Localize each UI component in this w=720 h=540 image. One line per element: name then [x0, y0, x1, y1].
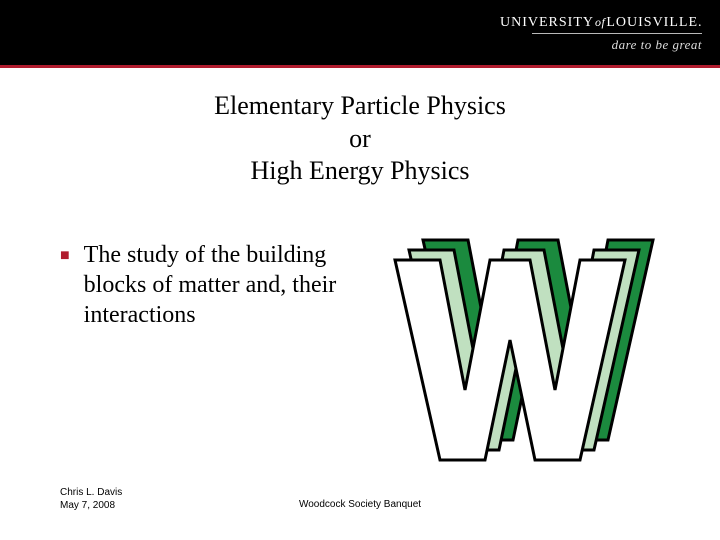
university-suffix: LOUISVILLE: [606, 15, 698, 30]
university-of: of: [595, 15, 605, 29]
graphic-column: [360, 230, 690, 480]
bullet-item: ■ The study of the building blocks of ma…: [60, 240, 360, 330]
bullet-text: The study of the building blocks of matt…: [84, 240, 360, 330]
w-logo-icon: [385, 230, 665, 480]
university-underline: [532, 33, 702, 34]
university-block: UNIVERSITYofLOUISVILLE. dare to be great: [500, 15, 702, 53]
footer-event: Woodcock Society Banquet: [0, 499, 720, 510]
university-prefix: UNIVERSITY: [500, 15, 594, 30]
footer-author: Chris L. Davis: [60, 486, 122, 499]
slide-title: Elementary Particle Physics or High Ener…: [0, 90, 720, 188]
title-line-1: Elementary Particle Physics: [0, 90, 720, 123]
title-line-2: or: [0, 123, 720, 156]
university-name: UNIVERSITYofLOUISVILLE.: [500, 15, 702, 31]
content-row: ■ The study of the building blocks of ma…: [0, 230, 720, 480]
title-line-3: High Energy Physics: [0, 155, 720, 188]
header-accent-line: [0, 65, 720, 68]
tagline: dare to be great: [500, 37, 702, 53]
bullet-column: ■ The study of the building blocks of ma…: [60, 230, 360, 480]
bullet-marker-icon: ■: [60, 247, 70, 265]
header-bar: UNIVERSITYofLOUISVILLE. dare to be great: [0, 0, 720, 68]
period: .: [698, 15, 702, 30]
